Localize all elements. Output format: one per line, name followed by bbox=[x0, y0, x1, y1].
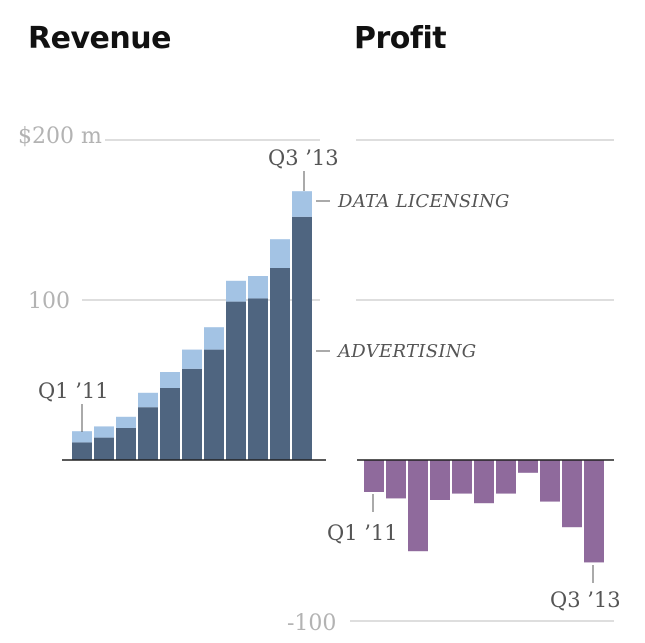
ytick-100: 100 bbox=[28, 289, 70, 314]
revenue-bar-advertising-7 bbox=[204, 349, 224, 460]
ytick-200: $200 m bbox=[18, 124, 102, 149]
profit-first-label: Q1 ’11 bbox=[327, 521, 398, 545]
revenue-bars bbox=[72, 191, 312, 460]
ytick-neg100: -100 bbox=[287, 611, 336, 636]
revenue-bar-data-licensing-11 bbox=[292, 191, 312, 217]
revenue-bar-advertising-10 bbox=[270, 268, 290, 460]
profit-bar-3 bbox=[408, 460, 428, 552]
profit-bars bbox=[364, 460, 604, 563]
revenue-bar-data-licensing-10 bbox=[270, 239, 290, 268]
revenue-bar-data-licensing-7 bbox=[204, 327, 224, 350]
data-licensing-label: DATA LICENSING bbox=[337, 191, 510, 212]
revenue-bar-data-licensing-5 bbox=[160, 372, 180, 388]
profit-last-label: Q3 ’13 bbox=[550, 588, 621, 612]
profit-bar-7 bbox=[496, 460, 516, 494]
revenue-bar-advertising-4 bbox=[138, 407, 158, 460]
revenue-bar-data-licensing-1 bbox=[72, 431, 92, 443]
advertising-label: ADVERTISING bbox=[336, 341, 476, 362]
profit-title: Profit bbox=[354, 21, 446, 56]
revenue-bar-data-licensing-6 bbox=[182, 349, 202, 369]
revenue-title: Revenue bbox=[28, 21, 171, 56]
profit-bar-8 bbox=[518, 460, 538, 473]
profit-bar-9 bbox=[540, 460, 560, 502]
profit-bar-10 bbox=[562, 460, 582, 528]
revenue-bar-advertising-3 bbox=[116, 428, 136, 460]
profit-bar-11 bbox=[584, 460, 604, 563]
revenue-bar-data-licensing-8 bbox=[226, 280, 246, 302]
profit-bar-5 bbox=[452, 460, 472, 494]
profit-bar-1 bbox=[364, 460, 384, 492]
rev-last-label: Q3 ’13 bbox=[268, 146, 339, 170]
revenue-bar-advertising-2 bbox=[94, 437, 114, 460]
profit-bar-4 bbox=[430, 460, 450, 500]
revenue-bar-advertising-1 bbox=[72, 442, 92, 460]
revenue-bar-data-licensing-2 bbox=[94, 426, 114, 438]
revenue-bar-data-licensing-4 bbox=[138, 392, 158, 408]
rev-first-label: Q1 ’11 bbox=[38, 379, 109, 403]
revenue-bar-data-licensing-9 bbox=[248, 276, 268, 299]
profit-bar-6 bbox=[474, 460, 494, 504]
revenue-bar-advertising-9 bbox=[248, 298, 268, 460]
revenue-bar-advertising-11 bbox=[292, 216, 312, 460]
revenue-bar-advertising-8 bbox=[226, 301, 246, 460]
revenue-bar-advertising-5 bbox=[160, 388, 180, 460]
profit-bar-2 bbox=[386, 460, 406, 499]
revenue-bar-advertising-6 bbox=[182, 368, 202, 460]
revenue-bar-data-licensing-3 bbox=[116, 416, 136, 428]
